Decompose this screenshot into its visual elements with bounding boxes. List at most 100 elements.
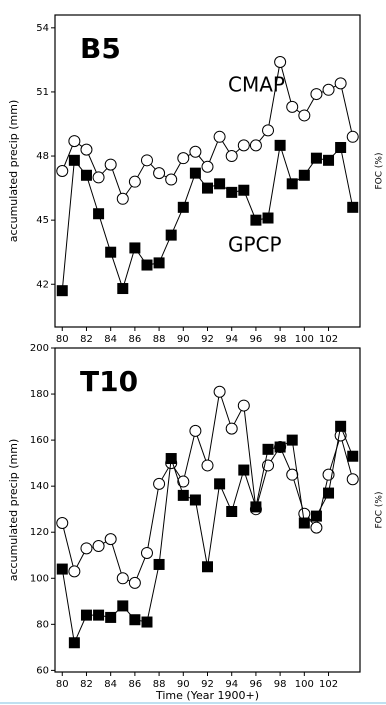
- point: [165, 229, 177, 241]
- point: [213, 130, 226, 143]
- x-tick-label: 90: [177, 679, 190, 690]
- point: [214, 478, 226, 490]
- x-tick-label: 84: [104, 679, 117, 690]
- x-tick-label: 102: [319, 334, 338, 345]
- point: [165, 453, 177, 465]
- x-tick-label: 86: [129, 334, 142, 345]
- point: [128, 175, 141, 188]
- x-tick-label: 100: [295, 334, 314, 345]
- y-axis-label: accumulated precip (mm): [7, 100, 20, 242]
- point: [347, 450, 359, 462]
- point: [165, 173, 178, 186]
- plot-frame: [54, 347, 361, 673]
- y-tick-label: 51: [36, 87, 49, 98]
- x-tick-label: 102: [319, 679, 338, 690]
- point: [274, 139, 286, 151]
- point: [274, 441, 286, 453]
- point: [310, 521, 323, 534]
- point: [177, 489, 189, 501]
- y-tick-label: 80: [36, 619, 49, 630]
- x-tick-label: 82: [80, 334, 93, 345]
- point: [310, 88, 323, 101]
- series-line: [61, 391, 354, 584]
- point: [189, 494, 201, 506]
- point: [140, 546, 153, 559]
- point: [177, 152, 190, 165]
- y-axis-label: accumulated precip (mm): [7, 439, 20, 581]
- point: [202, 561, 213, 573]
- point: [214, 178, 226, 190]
- point: [117, 283, 129, 295]
- point: [347, 201, 359, 213]
- point: [116, 192, 129, 205]
- point: [153, 167, 166, 180]
- point: [225, 150, 238, 163]
- point: [323, 487, 335, 499]
- point: [201, 459, 214, 472]
- series-line: [61, 424, 354, 645]
- point: [274, 56, 287, 69]
- point: [202, 182, 213, 194]
- y-tick-label: 54: [36, 23, 49, 34]
- point: [129, 242, 141, 254]
- x-tick-label: 96: [250, 679, 263, 690]
- point: [93, 208, 105, 220]
- y2-axis-label: FOC (%): [375, 492, 385, 529]
- y-tick-label: 42: [36, 279, 49, 290]
- point: [189, 424, 202, 437]
- point: [56, 517, 69, 530]
- y-tick-label: 200: [30, 343, 49, 354]
- point: [226, 505, 238, 517]
- point: [56, 165, 69, 177]
- x-tick-label: 82: [80, 679, 93, 690]
- panel-label: T10: [80, 365, 138, 398]
- point: [262, 212, 274, 224]
- x-tick-label: 84: [104, 334, 117, 345]
- x-tick-label: 98: [274, 334, 287, 345]
- point: [201, 160, 214, 173]
- point: [105, 611, 117, 623]
- point: [68, 565, 81, 578]
- point: [322, 83, 335, 96]
- point: [56, 563, 68, 575]
- point: [286, 468, 299, 481]
- point: [56, 285, 68, 297]
- y-tick-label: 48: [36, 151, 49, 162]
- point: [93, 609, 105, 621]
- x-tick-label: 80: [56, 334, 69, 345]
- point: [298, 517, 310, 529]
- x-tick-label: 92: [201, 334, 214, 345]
- point: [286, 434, 298, 446]
- point: [140, 154, 153, 167]
- point: [80, 169, 92, 181]
- y-tick-label: 60: [36, 665, 49, 676]
- point: [334, 77, 347, 90]
- point: [298, 109, 311, 122]
- point: [80, 143, 93, 156]
- point: [189, 167, 201, 179]
- y-tick-label: 180: [30, 389, 49, 400]
- x-tick-label: 92: [201, 679, 214, 690]
- point: [323, 154, 335, 166]
- point: [238, 184, 250, 196]
- y-tick-label: 100: [30, 573, 49, 584]
- x-tick-label: 88: [153, 679, 166, 690]
- point: [104, 158, 117, 171]
- point: [286, 100, 299, 113]
- point: [116, 572, 129, 585]
- series-label: CMAP: [228, 73, 285, 97]
- y2-axis-label: FOC (%): [375, 153, 385, 190]
- point: [68, 154, 80, 166]
- point: [226, 186, 238, 198]
- point: [141, 259, 153, 271]
- series-label: GPCP: [228, 233, 282, 257]
- point: [249, 139, 262, 152]
- point: [213, 385, 226, 398]
- point: [128, 576, 141, 589]
- point: [92, 171, 105, 184]
- point: [262, 443, 274, 455]
- point: [346, 473, 359, 486]
- point: [250, 214, 262, 226]
- x-tick-label: 94: [225, 334, 238, 345]
- point: [286, 178, 298, 190]
